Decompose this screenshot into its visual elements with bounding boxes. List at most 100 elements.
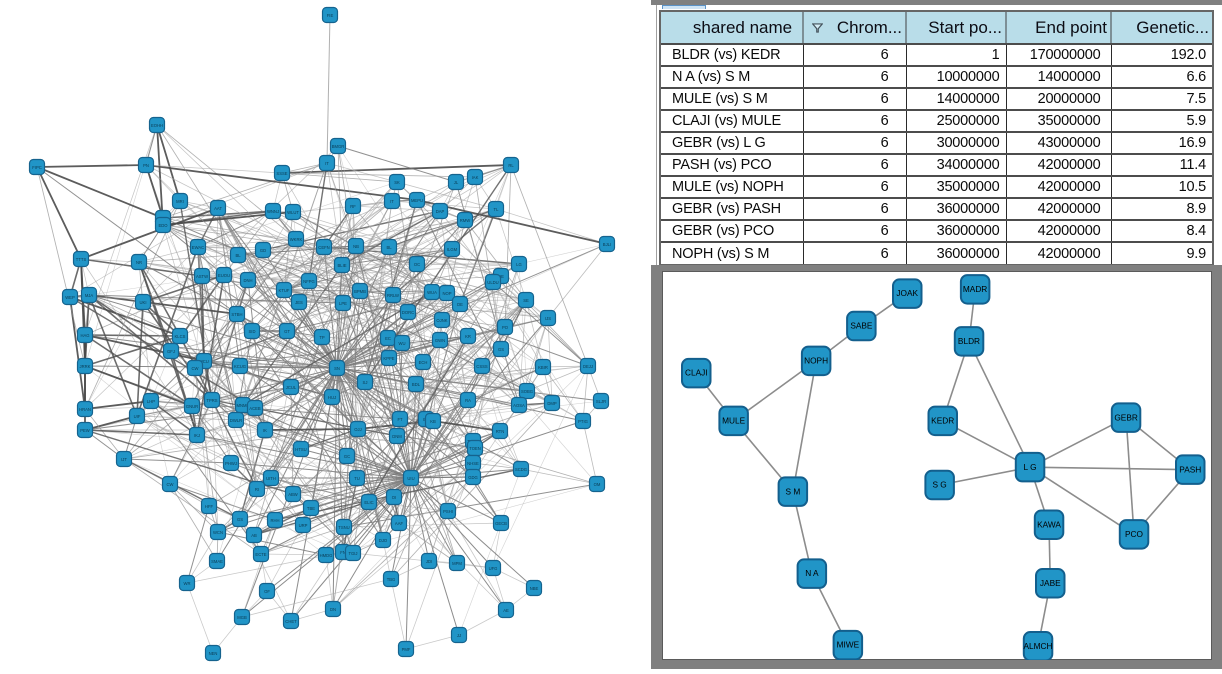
svg-text:FIPC: FIPC <box>32 165 42 170</box>
svg-text:NBE: NBE <box>530 586 539 591</box>
svg-text:NR: NR <box>136 260 142 265</box>
svg-text:AAT: AAT <box>214 206 222 211</box>
svg-text:UFG: UFG <box>489 566 498 571</box>
svg-text:JDI: JDI <box>426 559 432 564</box>
svg-text:KEDR: KEDR <box>931 415 954 425</box>
svg-text:ACEB: ACEB <box>249 406 261 411</box>
svg-text:OJJ: OJJ <box>354 427 361 432</box>
svg-text:JL: JL <box>454 180 459 185</box>
svg-text:URP: URP <box>299 523 308 528</box>
svg-text:PEW: PEW <box>80 428 90 433</box>
svg-text:GFJ: GFJ <box>167 349 175 354</box>
svg-text:EDO: EDO <box>158 223 168 228</box>
svg-text:BLDR: BLDR <box>957 336 979 346</box>
svg-text:EWAC: EWAC <box>192 245 204 250</box>
svg-text:AAF: AAF <box>395 521 404 526</box>
svg-text:EUOU: EUOU <box>218 273 230 278</box>
svg-text:SCDG: SCDG <box>515 467 527 472</box>
svg-text:GEBR: GEBR <box>1114 412 1138 422</box>
svg-text:HAG: HAG <box>80 333 89 338</box>
svg-text:WUA: WUA <box>427 290 437 295</box>
svg-text:AE: AE <box>503 608 509 613</box>
svg-text:NFPG: NFPG <box>303 279 315 284</box>
svg-text:JCUL: JCUL <box>286 385 297 390</box>
svg-text:DORC: DORC <box>402 310 414 315</box>
svg-text:LG: LG <box>516 262 522 267</box>
svg-text:LPE: LPE <box>339 301 347 306</box>
svg-text:JES: JES <box>295 300 303 305</box>
svg-text:AOSA: AOSA <box>513 403 525 408</box>
svg-text:RI: RI <box>255 487 259 492</box>
svg-text:CEFN: CEFN <box>318 245 329 250</box>
svg-text:DWLR: DWLR <box>230 418 242 423</box>
svg-text:MRI: MRI <box>176 199 184 204</box>
svg-text:CW: CW <box>167 482 174 487</box>
svg-text:WU: WU <box>399 341 406 346</box>
svg-text:IT: IT <box>325 161 329 166</box>
svg-text:EC: EC <box>385 336 391 341</box>
svg-text:WR: WR <box>184 581 191 586</box>
svg-text:UITH: UITH <box>266 476 276 481</box>
svg-text:PN: PN <box>143 163 149 168</box>
svg-text:JABE: JABE <box>1039 578 1060 588</box>
svg-text:JOAK: JOAK <box>896 288 918 298</box>
svg-text:ALMCH: ALMCH <box>1023 641 1052 651</box>
svg-text:HRAN: HRAN <box>79 407 91 412</box>
svg-text:RTN: RTN <box>496 429 505 434</box>
svg-text:ECH: ECH <box>419 360 428 365</box>
svg-text:MJA: MJA <box>85 293 94 298</box>
svg-text:TPRS: TPRS <box>206 398 217 403</box>
svg-text:KLCS: KLCS <box>175 334 186 339</box>
svg-text:MULE: MULE <box>722 415 746 425</box>
svg-text:ULDU: ULDU <box>487 280 498 285</box>
svg-text:GDG: GDG <box>468 475 478 480</box>
svg-text:TTTS: TTTS <box>76 257 87 262</box>
svg-text:GWN: GWN <box>435 338 445 343</box>
svg-text:KPPE: KPPE <box>383 356 394 361</box>
svg-text:BPMB: BPMB <box>354 289 366 294</box>
svg-text:PHWJ: PHWJ <box>225 461 237 466</box>
svg-text:CW: CW <box>192 366 199 371</box>
svg-text:AB: AB <box>251 533 257 538</box>
svg-text:UKI: UKI <box>140 300 147 305</box>
svg-text:ILGM: ILGM <box>447 247 458 252</box>
svg-text:GS: GS <box>498 347 504 352</box>
svg-text:MCU: MCU <box>199 359 209 364</box>
svg-text:SK: SK <box>394 180 400 185</box>
svg-text:SE: SE <box>523 298 529 303</box>
svg-text:SMAE: SMAE <box>211 559 223 564</box>
svg-text:MIWE: MIWE <box>836 640 859 650</box>
svg-text:NB: NB <box>353 244 359 249</box>
svg-text:KAWA: KAWA <box>1037 519 1061 529</box>
svg-text:IK: IK <box>263 428 267 433</box>
svg-text:FN: FN <box>340 550 346 555</box>
svg-text:CSSS: CSSS <box>476 364 488 369</box>
svg-text:CLAJI: CLAJI <box>685 368 708 378</box>
svg-text:SSSE: SSSE <box>276 171 287 176</box>
svg-text:RA: RA <box>465 398 471 403</box>
svg-text:L G: L G <box>1023 462 1036 472</box>
svg-text:WLUT: WLUT <box>287 210 299 215</box>
svg-text:HMDG: HMDG <box>320 553 333 558</box>
svg-text:ASTW: ASTW <box>196 274 208 279</box>
svg-text:BL: BL <box>386 245 392 250</box>
svg-text:BLIE: BLIE <box>337 263 346 268</box>
svg-text:PSHI: PSHI <box>443 509 453 514</box>
svg-text:IKJ: IKJ <box>194 433 200 438</box>
svg-text:BJLI: BJLI <box>603 242 611 247</box>
svg-text:MPM: MPM <box>452 561 462 566</box>
svg-text:WKRK: WKRK <box>290 237 303 242</box>
svg-text:DNH: DNH <box>243 278 252 283</box>
svg-text:MGB: MGB <box>237 615 247 620</box>
svg-text:RMW: RMW <box>460 218 471 223</box>
svg-text:TP: TP <box>319 335 325 340</box>
svg-text:IT: IT <box>390 199 394 204</box>
svg-text:NOP: NOP <box>442 291 451 296</box>
svg-text:MNMD: MNMD <box>236 403 249 408</box>
svg-text:IJT: IJT <box>121 457 127 462</box>
svg-text:KB: KB <box>430 419 436 424</box>
svg-text:JRRK: JRRK <box>80 364 91 369</box>
svg-text:S M: S M <box>785 486 800 496</box>
svg-text:S G: S G <box>932 480 946 490</box>
svg-text:IAK: IAK <box>472 175 479 180</box>
